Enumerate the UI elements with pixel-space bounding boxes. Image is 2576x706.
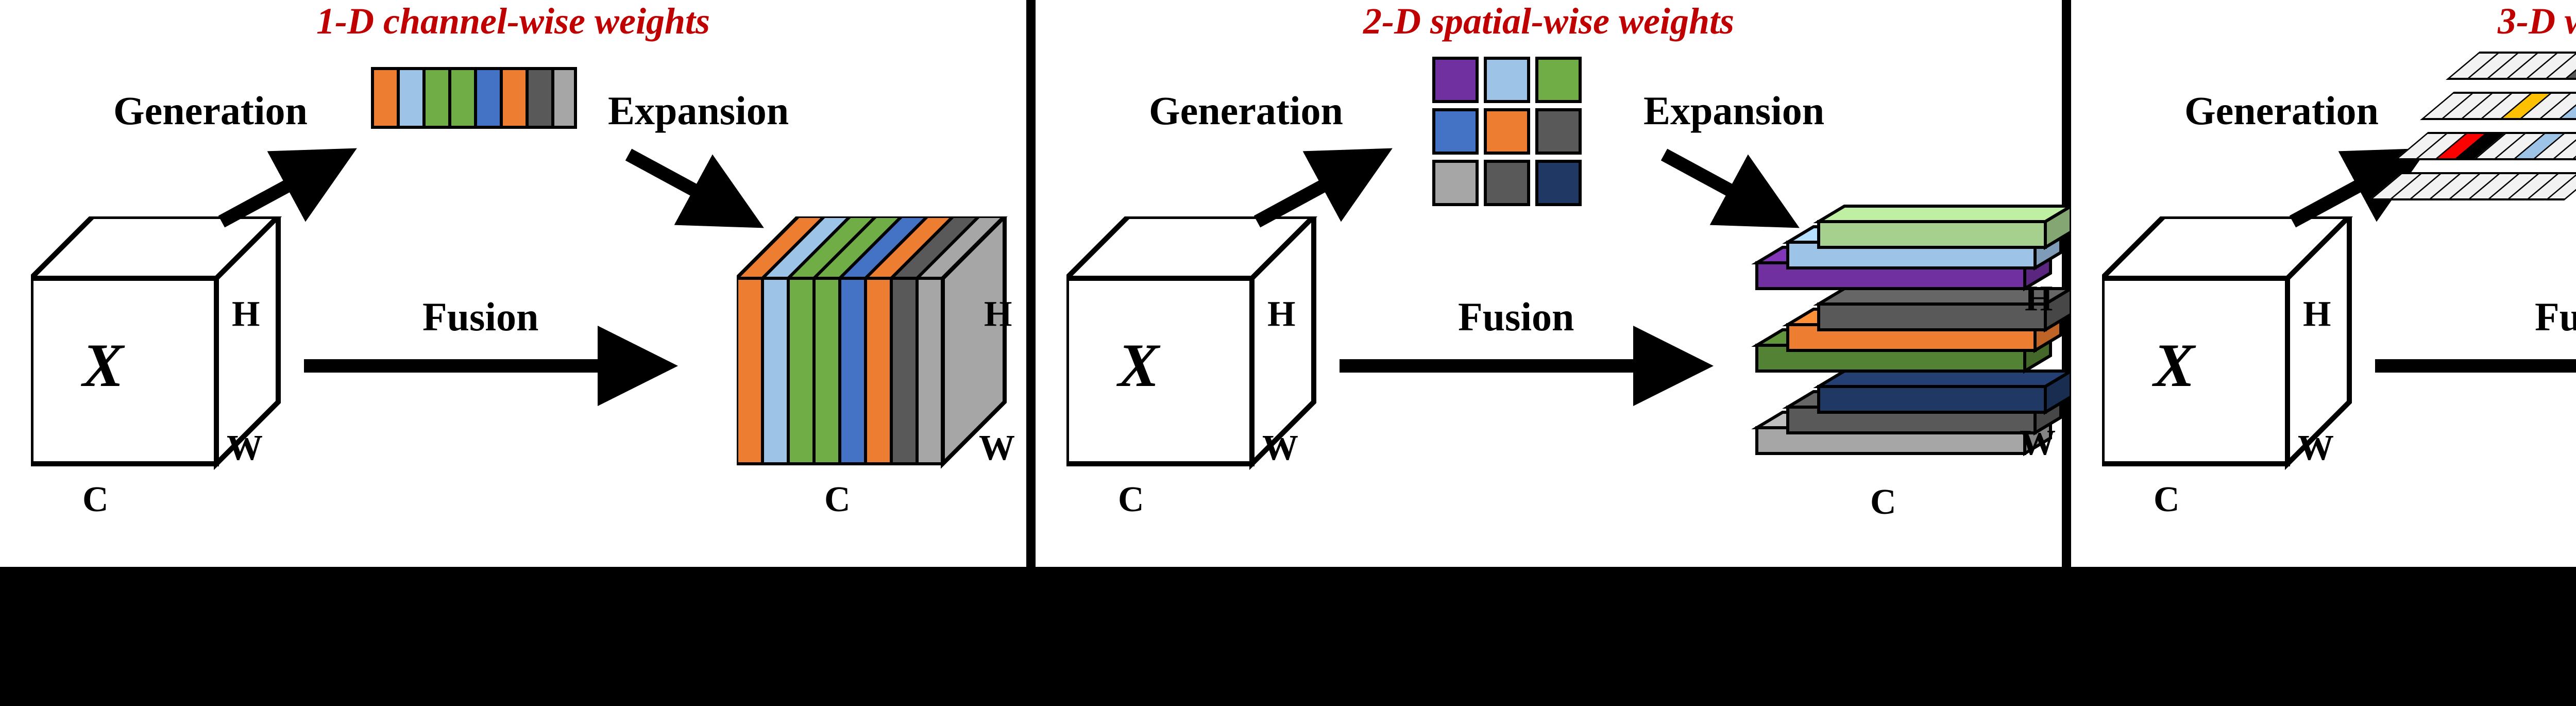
weight-2d-cell: [1432, 108, 1479, 155]
panel-3d-title: 3-D weights: [2071, 0, 2576, 43]
x-label-2: X: [1118, 330, 1159, 401]
panel-3d: 3-D weights X H W C Generation Expansion…: [2071, 0, 2576, 567]
fusion-label-3: Fusion: [2535, 294, 2576, 340]
weight-3d-strip: [2420, 92, 2576, 120]
h-label-2a: H: [1267, 294, 1295, 335]
fusion-arrow-1: [304, 350, 690, 381]
panel-2d: 2-D spatial-wise weights X H W C Generat…: [1036, 0, 2071, 567]
weight-2d-cell: [1484, 57, 1530, 103]
panel-2d-title: 2-D spatial-wise weights: [1036, 0, 2062, 43]
fusion-arrow-2: [1340, 350, 1726, 381]
weight-2d-cell: [1535, 57, 1582, 103]
weights-2d: [1432, 57, 1582, 206]
weight-2d-cell: [1484, 160, 1530, 206]
fusion-label-2: Fusion: [1458, 294, 1574, 340]
expansion-label-2: Expansion: [1643, 88, 1824, 134]
expansion-label-1: Expansion: [608, 88, 789, 134]
x-label-3: X: [2154, 330, 2195, 401]
weight-2d-cell: [1432, 160, 1479, 206]
w-label-2b: W: [2020, 423, 2056, 464]
weight-2d-cell: [1535, 160, 1582, 206]
w-label-1a: W: [227, 428, 263, 469]
weight-3d-strip: [2368, 172, 2576, 200]
weight-1d-cell: [526, 67, 551, 129]
weight-1d-cell: [551, 67, 577, 129]
weight-1d-cell: [500, 67, 526, 129]
generation-label-3: Generation: [2184, 88, 2379, 134]
w-label-1b: W: [979, 428, 1015, 469]
panel-1d-title: 1-D channel-wise weights: [0, 0, 1026, 43]
weight-1d-cell: [474, 67, 500, 129]
c-label-1b: C: [824, 479, 851, 520]
weight-3d-strip: [2446, 52, 2576, 80]
fusion-arrow-3: [2375, 350, 2576, 381]
weights-1d: [371, 67, 577, 129]
c-label-2b: C: [1870, 482, 1896, 523]
gen-arrow-1: [222, 144, 366, 227]
weight-1d-cell: [422, 67, 448, 129]
generation-label-2: Generation: [1149, 88, 1343, 134]
panel-1d: 1-D channel-wise weights X H W C Generat…: [0, 0, 1036, 567]
weight-1d-cell: [397, 67, 422, 129]
c-label-3a: C: [2154, 479, 2180, 520]
weight-1d-cell: [371, 67, 397, 129]
exp-arrow-1: [618, 144, 762, 227]
generation-label-1: Generation: [113, 88, 308, 134]
gen-arrow-2: [1257, 144, 1401, 227]
weight-2d-cell: [1535, 108, 1582, 155]
c-label-1a: C: [82, 479, 109, 520]
x-label-1: X: [82, 330, 124, 401]
h-label-3a: H: [2303, 294, 2331, 335]
figure-row: 1-D channel-wise weights X H W C Generat…: [0, 0, 2576, 706]
w-label-3a: W: [2298, 428, 2334, 469]
h-label-1b: H: [984, 294, 1012, 335]
h-label-2b: H: [2025, 278, 2053, 320]
weight-2d-cell: [1484, 108, 1530, 155]
fusion-label-1: Fusion: [422, 294, 538, 340]
h-label-1a: H: [232, 294, 260, 335]
weight-3d-strip: [2394, 132, 2576, 160]
w-label-2a: W: [1262, 428, 1298, 469]
c-label-2a: C: [1118, 479, 1144, 520]
weight-2d-cell: [1432, 57, 1479, 103]
weight-1d-cell: [448, 67, 474, 129]
